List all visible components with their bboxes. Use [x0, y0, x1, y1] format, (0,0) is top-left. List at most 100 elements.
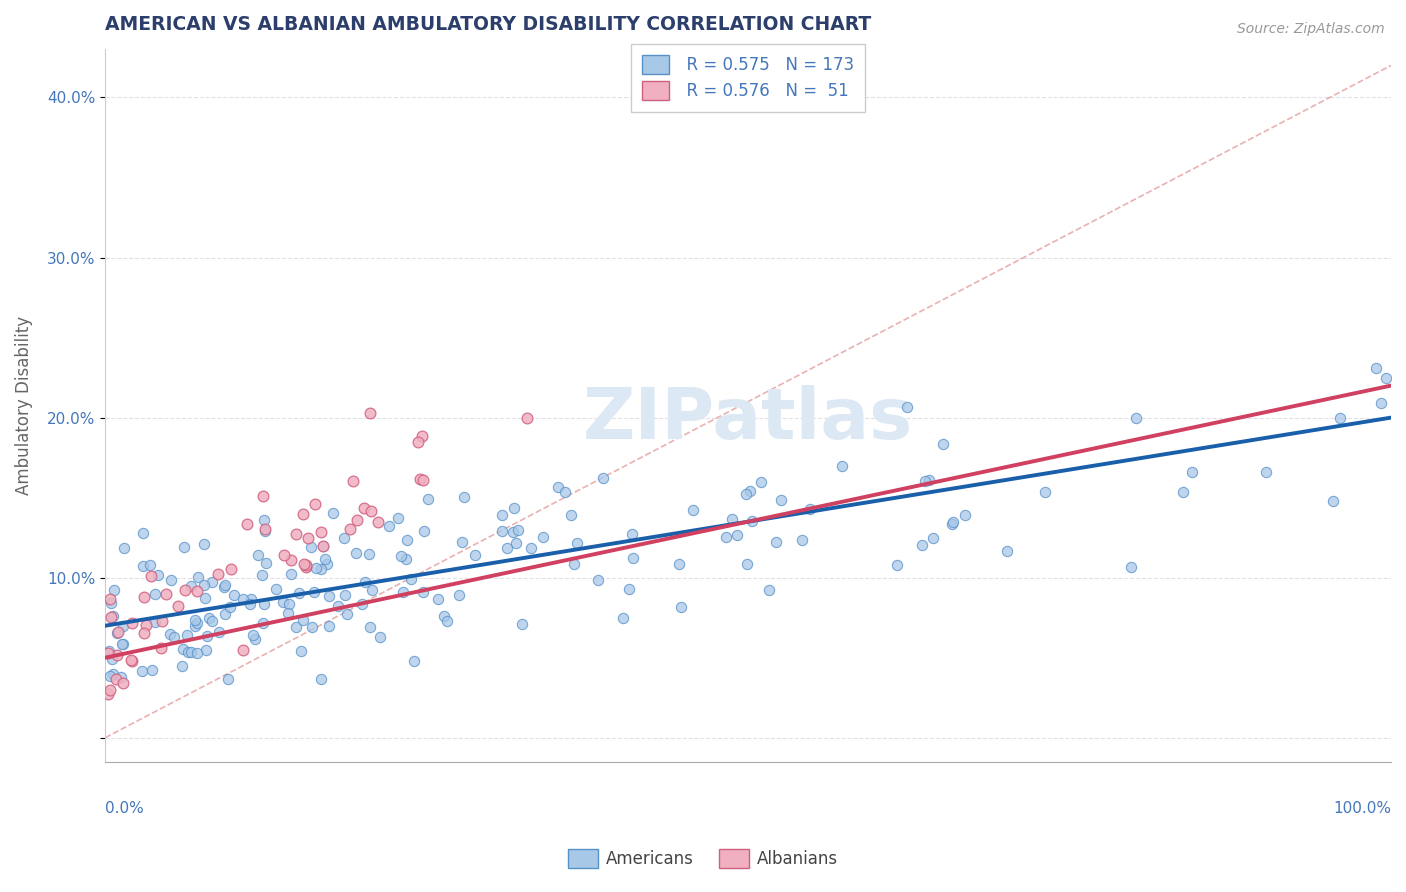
Point: [100, 596, 122, 610]
Point: [318, 619, 340, 633]
Point: [953, 508, 976, 522]
Point: [799, 502, 821, 516]
Point: [333, 588, 356, 602]
Point: [354, 575, 377, 590]
Point: [896, 400, 918, 414]
Point: [359, 406, 381, 420]
Point: [1033, 485, 1056, 500]
Point: [235, 517, 257, 532]
Point: [914, 474, 936, 488]
Point: [145, 587, 167, 601]
Point: [491, 508, 513, 523]
Point: [112, 541, 135, 555]
Point: [360, 582, 382, 597]
Point: [288, 586, 311, 600]
Point: [291, 507, 314, 521]
Point: [531, 530, 554, 544]
Point: [304, 498, 326, 512]
Legend: Americans, Albanians: Americans, Albanians: [561, 842, 845, 875]
Point: [378, 519, 401, 533]
Point: [285, 527, 308, 541]
Point: [198, 611, 221, 625]
Point: [252, 616, 274, 631]
Point: [245, 632, 267, 647]
Point: [411, 428, 433, 442]
Point: [769, 493, 792, 508]
Point: [240, 591, 263, 606]
Point: [621, 551, 644, 566]
Point: [264, 582, 287, 597]
Point: [496, 541, 519, 555]
Point: [207, 566, 229, 581]
Point: [290, 643, 312, 657]
Point: [305, 560, 328, 574]
Point: [280, 567, 302, 582]
Text: ZIPatlas: ZIPatlas: [583, 385, 912, 454]
Point: [159, 627, 181, 641]
Point: [318, 589, 340, 603]
Text: 100.0%: 100.0%: [1333, 801, 1391, 816]
Point: [491, 524, 513, 538]
Point: [716, 530, 738, 544]
Point: [100, 652, 122, 666]
Point: [406, 435, 429, 450]
Point: [367, 516, 389, 530]
Point: [120, 653, 142, 667]
Point: [402, 654, 425, 668]
Point: [918, 473, 941, 487]
Point: [312, 539, 335, 553]
Point: [232, 591, 254, 606]
Point: [339, 522, 361, 536]
Point: [451, 534, 474, 549]
Point: [942, 515, 965, 529]
Point: [1125, 411, 1147, 425]
Point: [100, 610, 122, 624]
Point: [183, 619, 205, 633]
Point: [111, 676, 134, 690]
Point: [131, 664, 153, 678]
Point: [155, 587, 177, 601]
Point: [387, 511, 409, 525]
Point: [1181, 465, 1204, 479]
Point: [193, 578, 215, 592]
Point: [395, 552, 418, 566]
Point: [520, 541, 543, 555]
Point: [790, 533, 813, 547]
Point: [163, 630, 186, 644]
Point: [172, 642, 194, 657]
Point: [506, 523, 529, 537]
Point: [359, 620, 381, 634]
Point: [586, 573, 609, 587]
Point: [112, 637, 135, 651]
Point: [721, 512, 744, 526]
Point: [103, 609, 125, 624]
Point: [221, 562, 243, 576]
Point: [301, 620, 323, 634]
Point: [247, 548, 270, 562]
Point: [309, 561, 332, 575]
Point: [252, 490, 274, 504]
Point: [333, 531, 356, 545]
Point: [758, 583, 780, 598]
Point: [503, 501, 526, 516]
Point: [562, 557, 585, 571]
Point: [218, 600, 240, 615]
Point: [273, 548, 295, 562]
Point: [98, 643, 121, 657]
Point: [280, 552, 302, 566]
Point: [239, 597, 262, 611]
Point: [143, 615, 166, 629]
Point: [560, 508, 582, 523]
Point: [187, 570, 209, 584]
Text: 0.0%: 0.0%: [105, 801, 143, 816]
Point: [177, 645, 200, 659]
Point: [360, 503, 382, 517]
Point: [105, 672, 128, 686]
Point: [395, 533, 418, 548]
Point: [214, 607, 236, 621]
Point: [1256, 466, 1278, 480]
Point: [277, 597, 299, 611]
Point: [98, 683, 121, 698]
Point: [176, 627, 198, 641]
Point: [453, 490, 475, 504]
